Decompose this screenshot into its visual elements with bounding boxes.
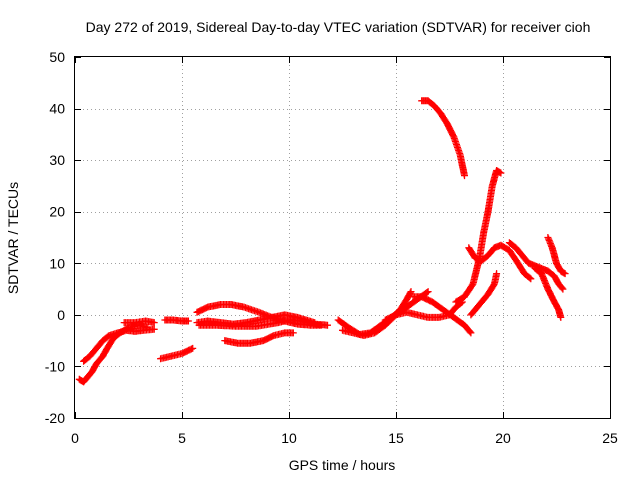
data-point — [497, 169, 505, 177]
data-point — [311, 319, 319, 327]
data-point — [150, 325, 158, 333]
series-arc-20 — [531, 264, 565, 321]
chart-title: Day 272 of 2019, Sidereal Day-to-day VTE… — [86, 19, 591, 35]
x-tick-label: 25 — [602, 430, 618, 446]
data-point — [423, 289, 431, 296]
series-arc-15 — [452, 167, 505, 306]
x-tick-label: 15 — [388, 430, 404, 446]
data-point — [557, 313, 565, 321]
data-point — [424, 288, 432, 296]
tick-labels: 0 5 10 15 20 25 -20 -10 0 10 20 30 40 50 — [45, 49, 618, 446]
data-point — [558, 284, 566, 292]
data-point — [407, 288, 415, 296]
data-point — [559, 285, 567, 293]
series-arc-9 — [221, 329, 297, 347]
x-tick-label: 5 — [178, 430, 186, 446]
series-arc-8 — [193, 311, 319, 328]
plot-frame — [74, 56, 611, 419]
y-tick-label: -20 — [45, 410, 65, 426]
data-point — [527, 275, 535, 283]
y-tick-label: 30 — [49, 152, 65, 168]
series-arc-3 — [120, 317, 158, 327]
y-tick-label: 10 — [49, 255, 65, 271]
data-point — [324, 321, 331, 329]
series-arc-16 — [467, 270, 501, 319]
axis-ticks — [75, 57, 611, 419]
y-tick-label: 0 — [57, 307, 65, 323]
x-tick-label: 10 — [281, 430, 297, 446]
data-point — [150, 319, 158, 327]
data-point — [561, 270, 569, 278]
series-arc-17 — [465, 241, 535, 283]
data-point — [526, 274, 534, 282]
data-point — [466, 328, 474, 336]
y-tick-label: 40 — [49, 101, 65, 117]
data-point — [289, 329, 297, 337]
y-tick-label: 50 — [49, 49, 65, 65]
series-arc-19 — [544, 234, 569, 278]
y-axis-label: SDTVAR / TECUs — [5, 182, 21, 294]
data-point — [461, 172, 468, 180]
x-tick-label: 0 — [71, 430, 79, 446]
y-tick-label: -10 — [45, 358, 65, 374]
series-arc-14 — [418, 97, 468, 180]
data-point — [493, 270, 501, 278]
series-arc-5 — [161, 316, 192, 325]
series-arc-13 — [409, 293, 475, 337]
plot-area — [75, 97, 569, 386]
series-arc-2 — [80, 325, 158, 365]
data-point — [467, 329, 475, 337]
data-point — [406, 289, 414, 297]
x-axis-label: GPS time / hours — [289, 457, 396, 473]
grid-lines — [75, 57, 610, 418]
x-tick-label: 20 — [495, 430, 511, 446]
series-arc-4 — [157, 344, 197, 363]
y-tick-label: 20 — [49, 204, 65, 220]
data-point — [189, 344, 197, 352]
data-point — [184, 317, 192, 325]
